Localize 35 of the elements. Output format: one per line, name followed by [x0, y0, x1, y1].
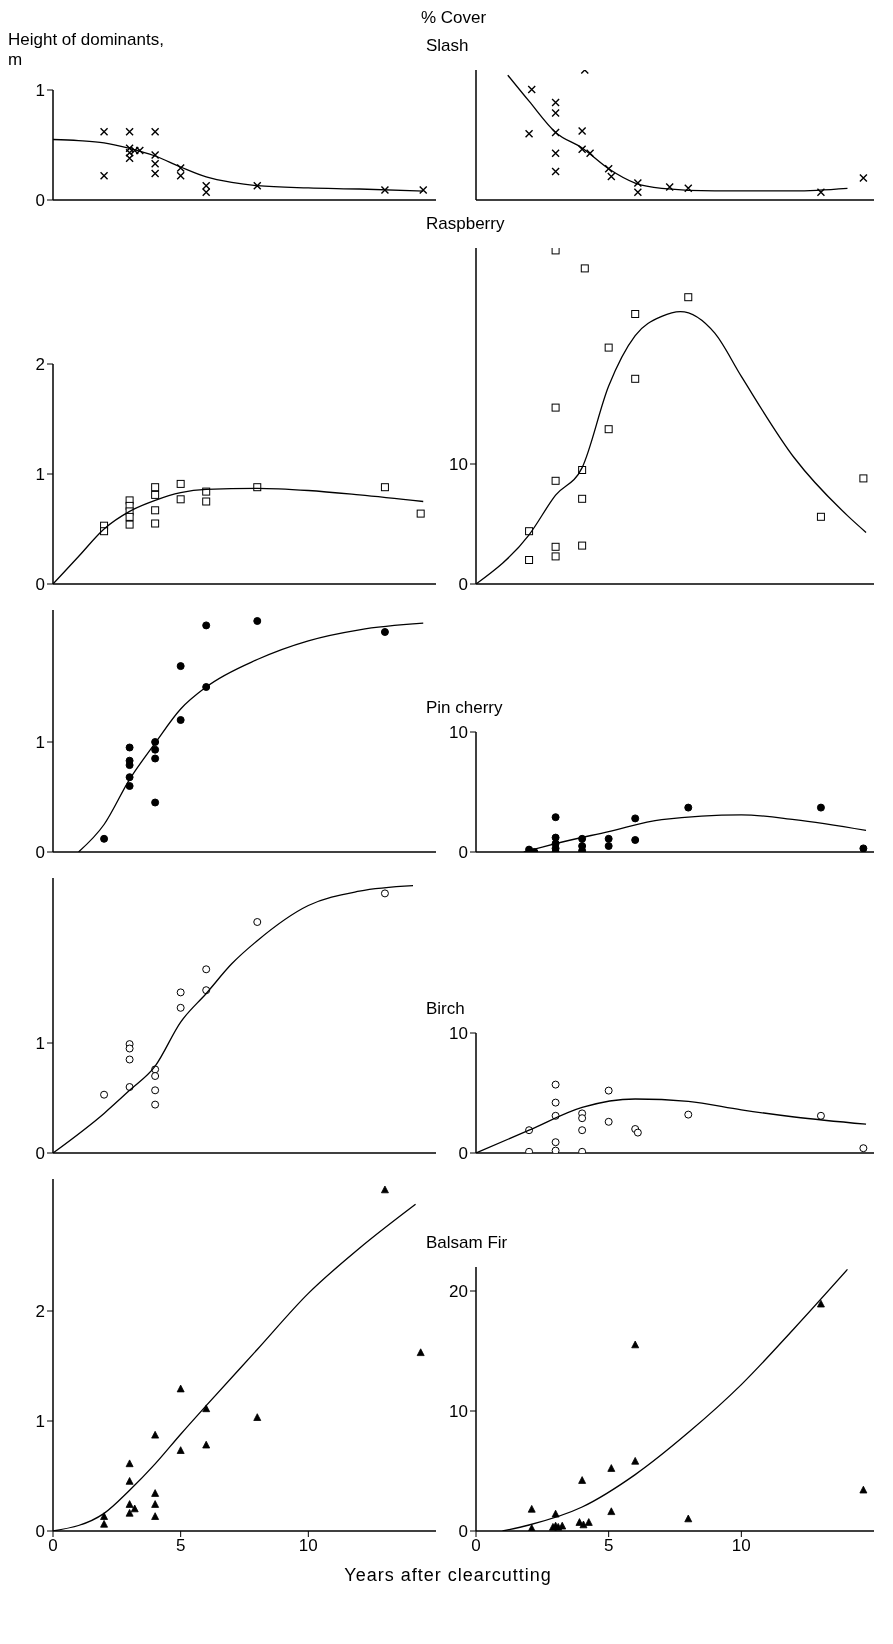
- y-axis-title: Height of dominants, m: [8, 30, 165, 70]
- y-tick-label: 2: [35, 355, 45, 375]
- x-tick-label: 5: [603, 1536, 614, 1556]
- y-tick-label: 0: [35, 191, 45, 211]
- y-tick-label: 1: [35, 81, 45, 101]
- chart-title: Raspberry: [426, 214, 506, 234]
- y-axis-title: % Cover: [421, 8, 488, 28]
- y-tick-label: 0: [35, 1522, 45, 1542]
- y-tick-label: 10: [449, 1024, 468, 1044]
- y-tick-label: 1: [35, 1412, 45, 1432]
- x-tick-label: 5: [175, 1536, 186, 1556]
- chart-title: Birch: [426, 999, 466, 1019]
- y-tick-label: 1: [35, 733, 45, 753]
- chart-title: Pin cherry: [426, 698, 504, 718]
- chart-title: Slash: [426, 36, 470, 56]
- y-tick-label: 20: [449, 1282, 468, 1302]
- y-tick-label: 1: [35, 465, 45, 485]
- y-tick-label: 0: [458, 575, 468, 595]
- x-tick-label: 0: [48, 1536, 58, 1556]
- x-axis-title: Years after clearcutting: [343, 1565, 553, 1586]
- x-tick-label: 10: [298, 1536, 318, 1556]
- x-tick-label: 10: [731, 1536, 751, 1556]
- chart-title: Balsam Fir: [426, 1233, 509, 1253]
- y-tick-label: 0: [35, 843, 45, 863]
- y-tick-label: 10: [449, 723, 468, 743]
- y-tick-label: 10: [449, 455, 468, 475]
- y-tick-label: 2: [35, 1302, 45, 1322]
- y-tick-label: 0: [458, 843, 468, 863]
- y-tick-label: 0: [458, 1522, 468, 1542]
- y-tick-label: 0: [35, 575, 45, 595]
- x-tick-label: 0: [471, 1536, 481, 1556]
- y-tick-label: 10: [449, 1402, 468, 1422]
- y-tick-label: 1: [35, 1034, 45, 1054]
- y-tick-label: 0: [35, 1144, 45, 1164]
- y-tick-label: 0: [458, 1144, 468, 1164]
